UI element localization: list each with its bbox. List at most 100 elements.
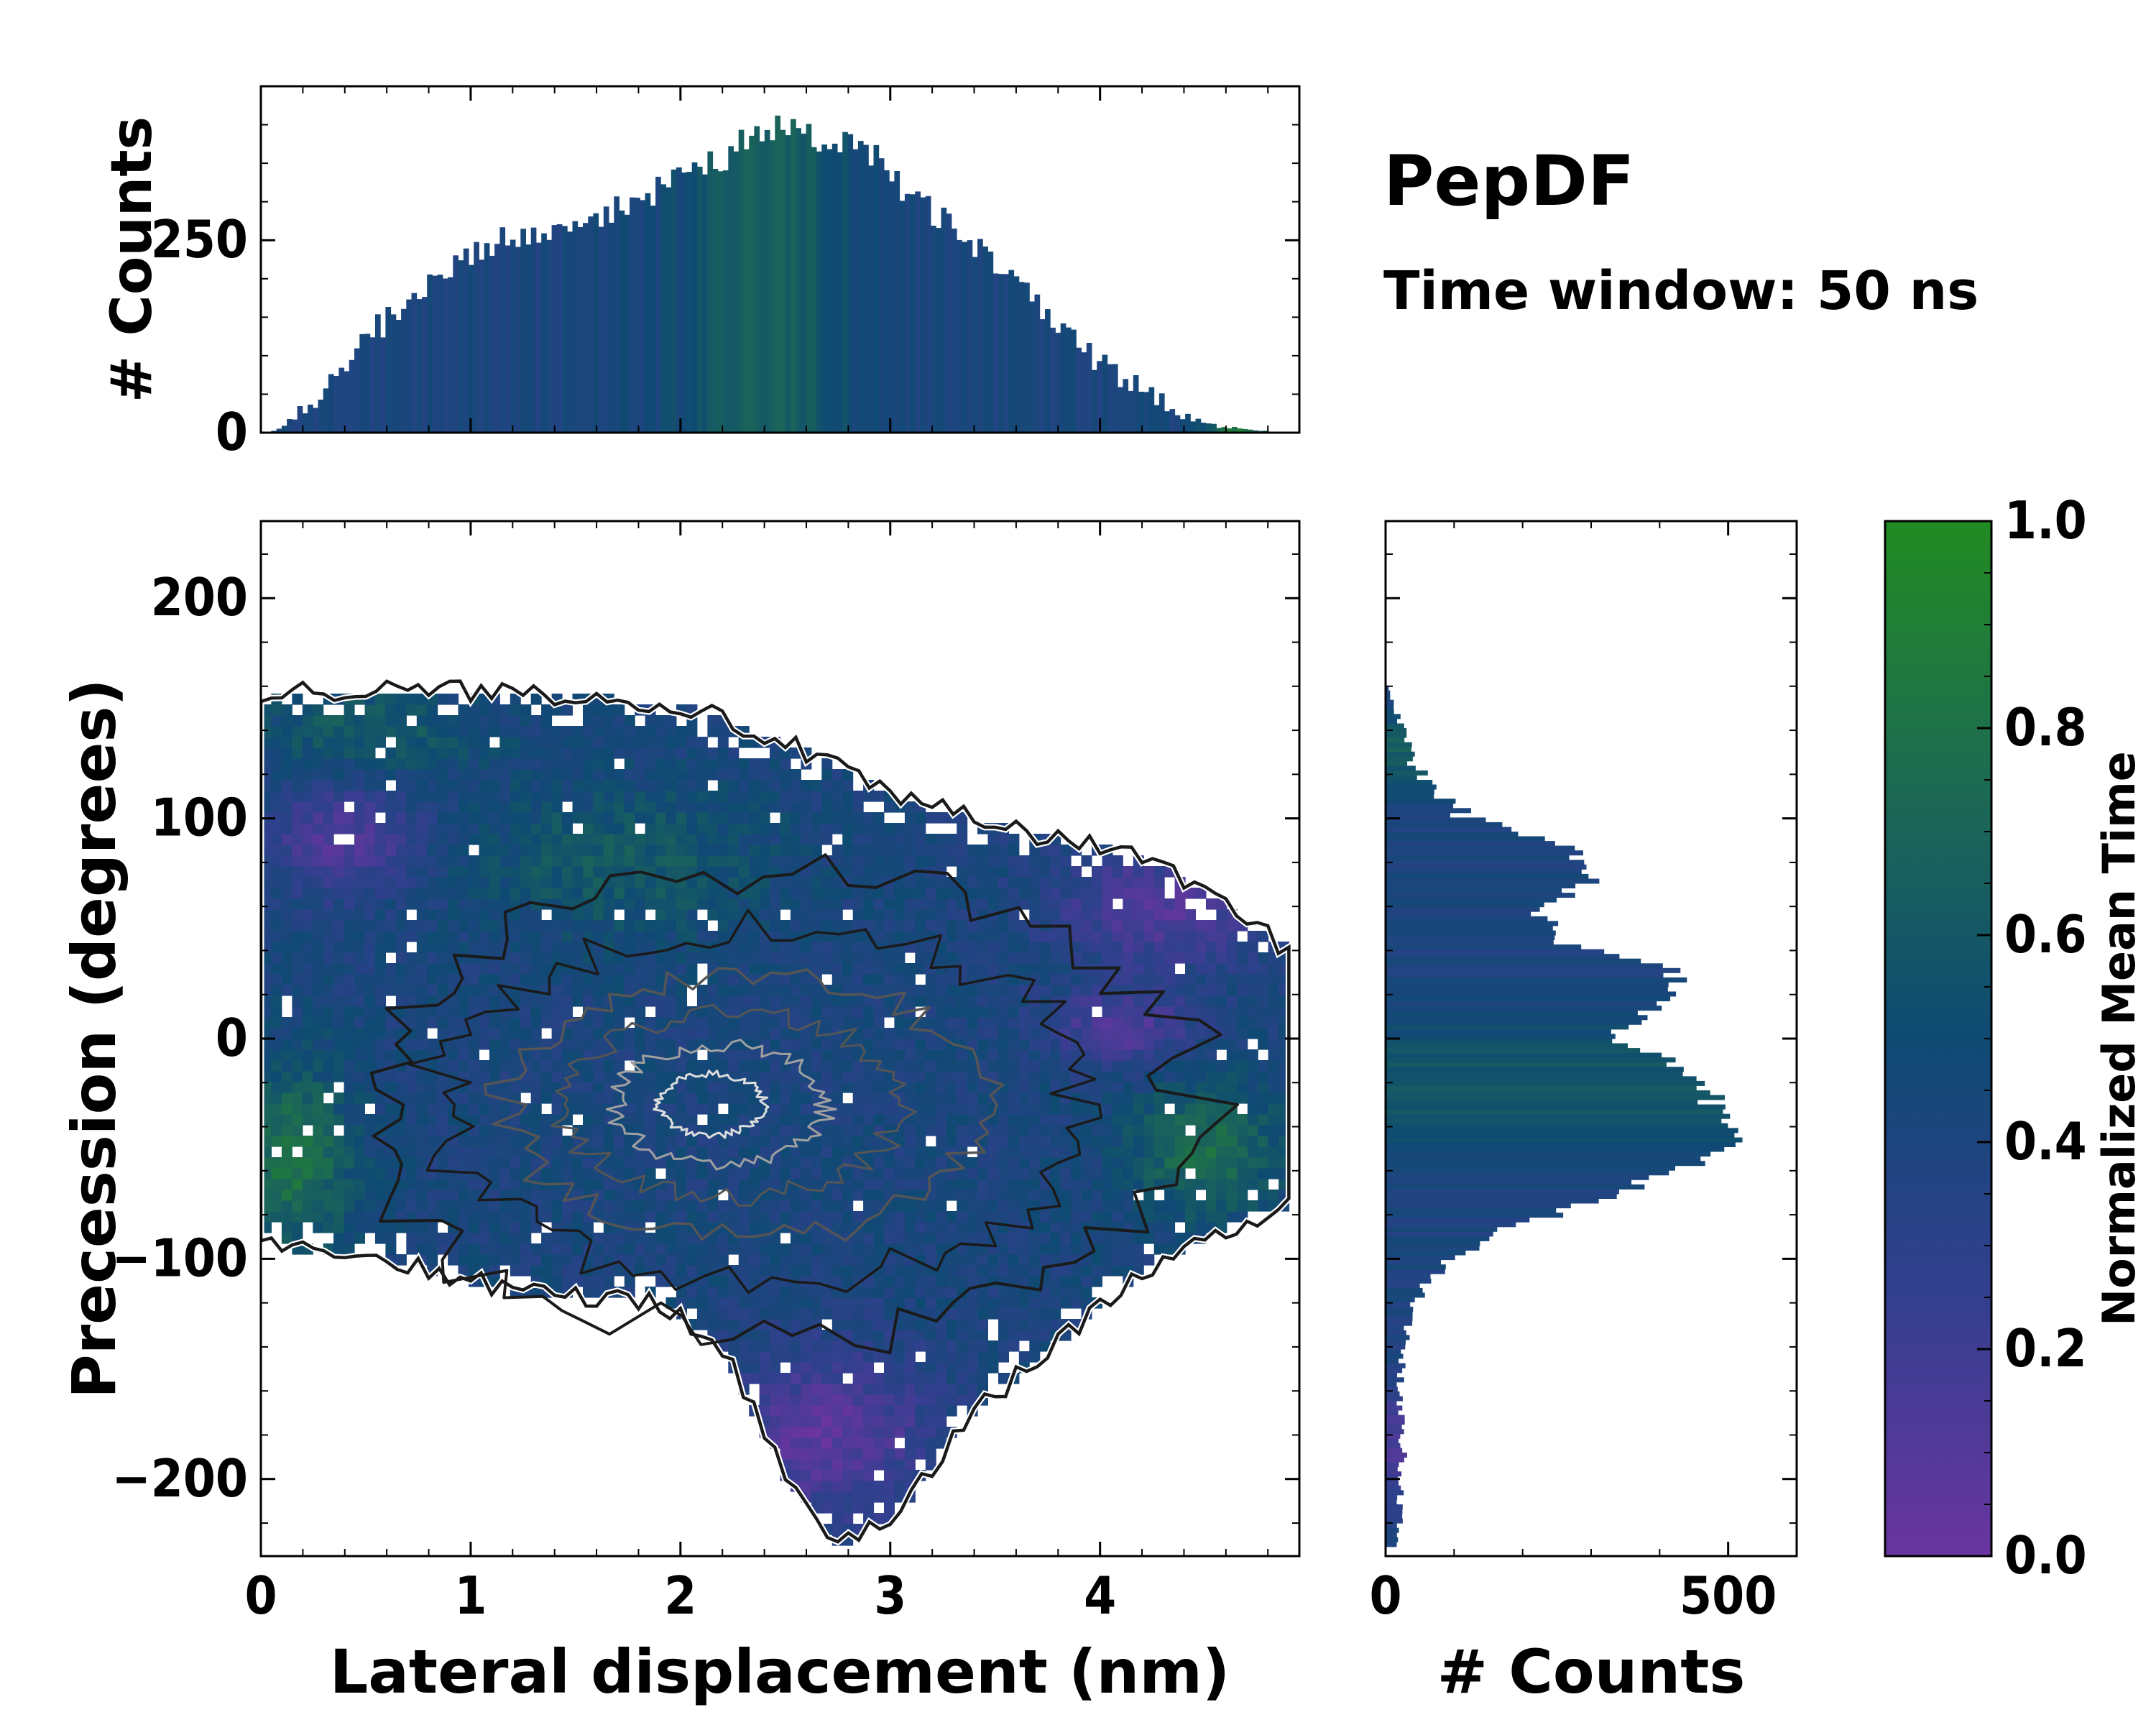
heatmap-cell xyxy=(780,855,791,867)
heatmap-cell xyxy=(364,963,376,975)
heatmap-cell xyxy=(427,715,438,727)
heatmap-cell xyxy=(665,748,677,759)
heatmap-cell xyxy=(603,1125,614,1136)
heatmap-cell xyxy=(936,1103,947,1115)
heatmap-cell xyxy=(1102,1060,1113,1072)
top-histogram-bar xyxy=(1143,392,1149,433)
heatmap-cell xyxy=(344,995,355,1007)
heatmap-cell xyxy=(1029,1092,1041,1104)
heatmap-cell xyxy=(271,704,282,716)
heatmap-cell xyxy=(738,758,750,770)
heatmap-cell xyxy=(863,855,875,867)
heatmap-cell xyxy=(759,758,770,770)
heatmap-cell xyxy=(811,1254,822,1266)
heatmap-cell xyxy=(333,1049,345,1061)
heatmap-cell xyxy=(957,1114,968,1126)
heatmap-cell xyxy=(530,995,542,1007)
heatmap-cell xyxy=(323,834,334,845)
heatmap-cell xyxy=(863,1330,875,1341)
heatmap-cell xyxy=(354,845,365,856)
heatmap-cell xyxy=(624,812,635,824)
heatmap-cell xyxy=(479,995,490,1007)
heatmap-cell xyxy=(738,1146,750,1158)
heatmap-cell xyxy=(603,812,614,824)
heatmap-cell xyxy=(873,866,885,878)
heatmap-cell xyxy=(395,985,407,996)
heatmap-cell xyxy=(1123,1039,1134,1050)
heatmap-cell xyxy=(271,898,282,910)
heatmap-cell xyxy=(614,942,625,953)
heatmap-cell xyxy=(759,1179,770,1190)
heatmap-cell xyxy=(884,1438,895,1449)
heatmap-cell xyxy=(852,801,864,813)
heatmap-cell xyxy=(821,1006,833,1018)
heatmap-cell xyxy=(551,1114,563,1126)
heatmap-cell xyxy=(894,1362,906,1374)
heatmap-cell xyxy=(884,1362,895,1374)
heatmap-cell xyxy=(738,1168,750,1179)
heatmap-cell xyxy=(894,866,906,878)
heatmap-cell xyxy=(1102,1233,1113,1244)
heatmap-cell xyxy=(1039,1028,1051,1039)
heatmap-cell xyxy=(915,963,926,975)
heatmap-cell xyxy=(1018,1103,1030,1115)
heatmap-cell xyxy=(624,1200,635,1212)
heatmap-cell xyxy=(281,1179,292,1190)
heatmap-cell xyxy=(406,1190,418,1201)
heatmap-cell xyxy=(583,985,594,996)
heatmap-cell xyxy=(323,898,334,910)
heatmap-cell xyxy=(728,1319,740,1330)
heatmap-cell xyxy=(395,726,407,737)
heatmap-cell xyxy=(489,1028,500,1039)
heatmap-cell xyxy=(790,1470,801,1481)
heatmap-cell xyxy=(562,1049,573,1061)
heatmap-cell xyxy=(863,1373,875,1384)
heatmap-cell xyxy=(686,1211,698,1223)
heatmap-cell xyxy=(510,823,521,834)
heatmap-cell xyxy=(510,1146,521,1158)
heatmap-cell xyxy=(603,1136,614,1147)
heatmap-cell xyxy=(281,877,292,888)
heatmap-cell xyxy=(1018,952,1030,964)
heatmap-cell xyxy=(510,1017,521,1029)
heatmap-cell xyxy=(583,1114,594,1126)
heatmap-cell xyxy=(957,1006,968,1018)
heatmap-cell xyxy=(842,1017,854,1029)
heatmap-cell xyxy=(842,1351,854,1363)
heatmap-cell xyxy=(1050,1287,1061,1298)
heatmap-cell xyxy=(645,1092,656,1104)
heatmap-cell xyxy=(1102,995,1113,1007)
heatmap-cell xyxy=(665,898,677,910)
heatmap-cell xyxy=(323,1146,334,1158)
heatmap-cell xyxy=(1018,888,1030,899)
heatmap-cell xyxy=(1092,1060,1102,1072)
heatmap-cell xyxy=(406,952,418,964)
heatmap-cell xyxy=(884,1211,895,1223)
heatmap-cell xyxy=(458,1243,469,1255)
heatmap-cell xyxy=(572,974,584,985)
heatmap-cell xyxy=(645,1254,656,1266)
heatmap-cell xyxy=(759,812,770,824)
heatmap-cell xyxy=(406,780,418,791)
top-histogram-bar xyxy=(676,167,682,433)
heatmap-cell xyxy=(884,1265,895,1276)
heatmap-cell xyxy=(749,1297,760,1309)
heatmap-cell xyxy=(831,855,843,867)
heatmap-cell xyxy=(572,1211,584,1223)
heatmap-cell xyxy=(479,1146,490,1158)
top-histogram-bar xyxy=(479,259,485,433)
heatmap-cell xyxy=(635,1233,646,1244)
heatmap-cell xyxy=(1133,1060,1144,1072)
heatmap-cell xyxy=(665,920,677,932)
heatmap-cell xyxy=(416,995,428,1007)
heatmap-cell xyxy=(873,1017,885,1029)
heatmap-cell xyxy=(313,726,324,737)
heatmap-cell xyxy=(1143,1168,1155,1179)
heatmap-cell xyxy=(957,845,968,856)
heatmap-cell xyxy=(852,952,864,964)
heatmap-cell xyxy=(831,952,843,964)
heatmap-cell xyxy=(1050,1103,1061,1115)
heatmap-cell xyxy=(925,1049,936,1061)
heatmap-cell xyxy=(479,780,490,791)
heatmap-cell xyxy=(437,1103,448,1115)
